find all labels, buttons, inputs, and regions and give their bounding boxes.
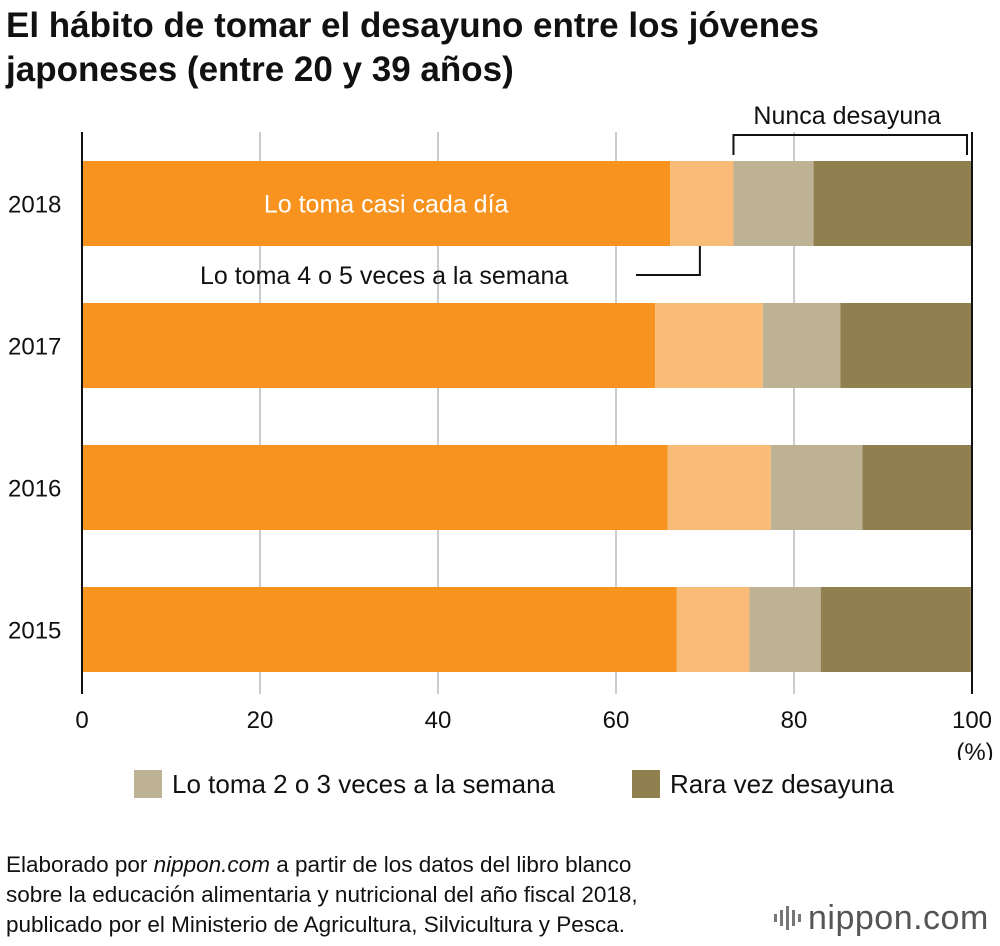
bar-2015-series-0 (82, 587, 677, 672)
chart-title-line-2: japoneses (entre 20 y 39 años) (6, 50, 514, 89)
source-line-1: Elaborado por nippon.com a partir de los… (6, 850, 776, 880)
chart-title: El hábito de tomar el desayuno entre los… (6, 4, 996, 92)
source-note: Elaborado por nippon.com a partir de los… (6, 850, 776, 940)
legend-label: Rara vez desayuna (670, 768, 895, 799)
annotation-callout: Lo toma 4 o 5 veces a la semana (200, 262, 568, 290)
source-suffix: a partir de los datos del libro blanco (269, 852, 632, 877)
bar-2017-series-3 (840, 303, 972, 388)
bar-2018-series-3 (813, 161, 972, 246)
logo-sound-bars-icon (774, 906, 801, 930)
logo-text: nippon.com (808, 898, 989, 937)
legend-label: Lo toma 2 o 3 veces a la semana (172, 768, 556, 799)
bar-2017-series-2 (762, 303, 841, 388)
bar-2015-series-3 (820, 587, 971, 672)
annotation-bracket: Nunca desayuna (753, 102, 941, 130)
source-line-3: publicado por el Ministerio de Agricultu… (6, 912, 626, 937)
x-tick-label-100: 100 (952, 707, 992, 734)
bar-2016-series-2 (770, 445, 863, 530)
bar-2015-series-2 (749, 587, 821, 672)
x-tick-label-0: 0 (75, 707, 88, 734)
y-tick-label-2016: 2016 (8, 476, 61, 503)
x-tick-label-20: 20 (247, 707, 274, 734)
source-line-2: sobre la educación alimentaria y nutrici… (6, 882, 638, 907)
legend-swatch (632, 770, 660, 798)
bar-2016-series-1 (667, 445, 771, 530)
bar-2016-series-3 (862, 445, 972, 530)
legend-item-2-3-veces: Lo toma 2 o 3 veces a la semana (134, 766, 555, 802)
legend-swatch (134, 770, 162, 798)
bar-2016-series-0 (82, 445, 668, 530)
y-tick-label-2015: 2015 (8, 618, 61, 645)
bar-2018-series-1 (670, 161, 734, 246)
stacked-bar-chart: 2018 2017 2016 2015 0 20 40 60 80 100 (%) Lo toma c… (8, 102, 994, 760)
chart-title-line-1: El hábito de tomar el desayuno entre los… (6, 6, 819, 45)
y-tick-label-2018: 2018 (8, 192, 61, 219)
y-tick-label-2017: 2017 (8, 334, 61, 361)
x-tick-label-60: 60 (603, 707, 630, 734)
x-tick-label-80: 80 (781, 707, 808, 734)
x-tick-label-40: 40 (425, 707, 452, 734)
nippon-logo: nippon.com (772, 898, 989, 938)
bar-2017-series-1 (655, 303, 763, 388)
bar-2018-series-0 (82, 161, 671, 246)
bar-2015-series-1 (676, 587, 750, 672)
legend-item-rara-vez: Rara vez desayuna (632, 766, 894, 802)
annotation-inside-bar: Lo toma casi cada día (264, 191, 509, 219)
x-unit-label: (%) (956, 739, 993, 760)
bar-2018-series-2 (733, 161, 814, 246)
bar-2017-series-0 (82, 303, 656, 388)
callout-leader-line (636, 246, 701, 276)
source-site: nippon.com (153, 852, 270, 877)
source-prefix: Elaborado por (6, 852, 154, 877)
bracket-nunca-desayuna (732, 134, 968, 155)
